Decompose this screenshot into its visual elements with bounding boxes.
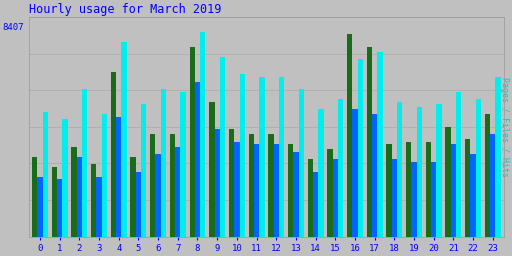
Bar (456, 92, 461, 237)
Bar (338, 99, 343, 237)
Text: Hourly usage for March 2019: Hourly usage for March 2019 (29, 3, 222, 16)
Bar (71, 147, 77, 237)
Bar (161, 89, 166, 237)
Bar (209, 102, 215, 237)
Bar (333, 159, 338, 237)
Bar (52, 167, 57, 237)
Bar (229, 129, 234, 237)
Bar (471, 154, 476, 237)
Bar (240, 74, 245, 237)
Bar (82, 89, 88, 237)
Bar (485, 114, 490, 237)
Y-axis label: Pages / Files / Hits: Pages / Files / Hits (500, 77, 509, 177)
Bar (259, 77, 265, 237)
Bar (298, 89, 304, 237)
Bar (57, 179, 62, 237)
Bar (220, 57, 225, 237)
Bar (318, 109, 324, 237)
Bar (367, 47, 372, 237)
Bar (150, 134, 156, 237)
Bar (279, 77, 284, 237)
Bar (42, 112, 48, 237)
Bar (215, 129, 220, 237)
Bar (451, 144, 456, 237)
Bar (352, 109, 358, 237)
Bar (249, 134, 254, 237)
Bar (431, 162, 436, 237)
Bar (377, 52, 382, 237)
Bar (234, 142, 240, 237)
Bar (62, 119, 68, 237)
Bar (136, 172, 141, 237)
Bar (490, 134, 496, 237)
Bar (77, 157, 82, 237)
Bar (195, 82, 200, 237)
Bar (200, 32, 205, 237)
Bar (392, 159, 397, 237)
Bar (102, 114, 107, 237)
Bar (347, 34, 352, 237)
Bar (397, 102, 402, 237)
Bar (358, 59, 363, 237)
Bar (111, 72, 116, 237)
Bar (372, 114, 377, 237)
Bar (327, 149, 333, 237)
Bar (32, 157, 37, 237)
Bar (406, 142, 412, 237)
Bar (476, 99, 481, 237)
Bar (313, 172, 318, 237)
Bar (116, 117, 121, 237)
Bar (426, 142, 431, 237)
Bar (37, 177, 42, 237)
Bar (465, 139, 471, 237)
Bar (170, 134, 175, 237)
Bar (131, 157, 136, 237)
Bar (288, 144, 293, 237)
Bar (254, 144, 259, 237)
Bar (156, 154, 161, 237)
Bar (180, 92, 186, 237)
Bar (121, 42, 126, 237)
Bar (175, 147, 180, 237)
Bar (417, 107, 422, 237)
Bar (273, 144, 279, 237)
Bar (268, 134, 273, 237)
Bar (496, 77, 501, 237)
Bar (91, 164, 96, 237)
Bar (412, 162, 417, 237)
Bar (141, 104, 146, 237)
Bar (445, 127, 451, 237)
Bar (189, 47, 195, 237)
Bar (293, 152, 298, 237)
Bar (436, 104, 442, 237)
Bar (387, 144, 392, 237)
Bar (96, 177, 102, 237)
Bar (308, 159, 313, 237)
